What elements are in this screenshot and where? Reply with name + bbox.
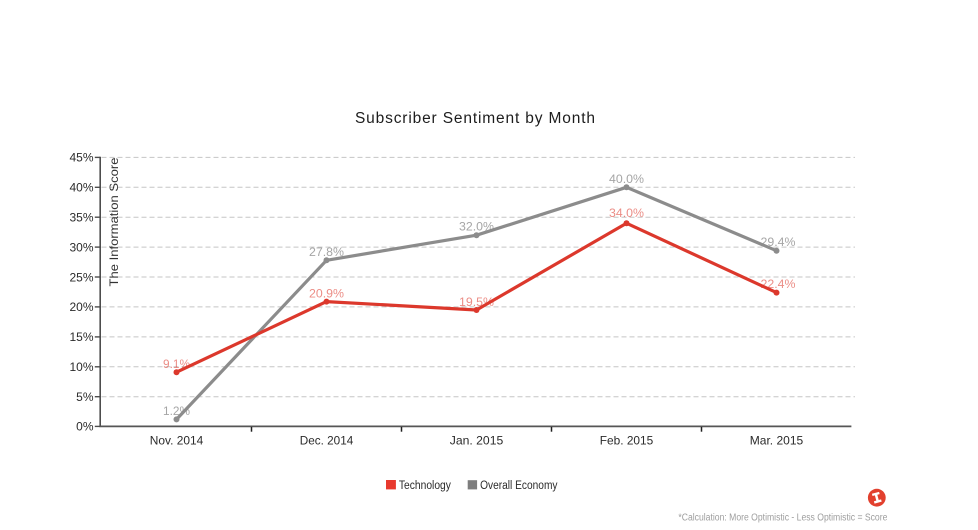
svg-text:*Calculation: More Optimistic: *Calculation: More Optimistic - Less Opt… bbox=[678, 512, 887, 523]
svg-text:40.0%: 40.0% bbox=[609, 172, 644, 186]
svg-text:Dec. 2014: Dec. 2014 bbox=[300, 433, 354, 447]
svg-text:5%: 5% bbox=[76, 390, 94, 404]
svg-text:29.4%: 29.4% bbox=[761, 235, 796, 249]
svg-text:10%: 10% bbox=[69, 360, 93, 374]
svg-text:Nov. 2014: Nov. 2014 bbox=[150, 433, 204, 447]
svg-text:The Information Score: The Information Score bbox=[107, 157, 121, 286]
svg-text:34.0%: 34.0% bbox=[609, 206, 644, 220]
svg-text:Mar. 2015: Mar. 2015 bbox=[750, 433, 804, 447]
svg-text:Overall Economy: Overall Economy bbox=[480, 480, 558, 492]
svg-text:35%: 35% bbox=[69, 211, 93, 225]
svg-text:27.8%: 27.8% bbox=[309, 245, 344, 259]
svg-text:20.9%: 20.9% bbox=[309, 287, 344, 301]
svg-text:Jan. 2015: Jan. 2015 bbox=[450, 433, 504, 447]
svg-text:1.2%: 1.2% bbox=[163, 404, 190, 418]
svg-text:9.1%: 9.1% bbox=[163, 357, 190, 371]
svg-text:Feb. 2015: Feb. 2015 bbox=[600, 433, 654, 447]
svg-text:32.0%: 32.0% bbox=[459, 220, 494, 234]
svg-text:25%: 25% bbox=[69, 270, 93, 284]
svg-text:19.5%: 19.5% bbox=[459, 295, 494, 309]
svg-text:45%: 45% bbox=[69, 151, 93, 165]
svg-text:Technology: Technology bbox=[399, 480, 451, 492]
svg-text:40%: 40% bbox=[69, 181, 93, 195]
svg-text:0%: 0% bbox=[76, 420, 94, 434]
svg-text:30%: 30% bbox=[69, 240, 93, 254]
svg-text:15%: 15% bbox=[69, 330, 93, 344]
svg-text:Subscriber Sentiment by Month: Subscriber Sentiment by Month bbox=[355, 110, 595, 127]
svg-text:20%: 20% bbox=[69, 300, 93, 314]
svg-text:22.4%: 22.4% bbox=[761, 277, 796, 291]
